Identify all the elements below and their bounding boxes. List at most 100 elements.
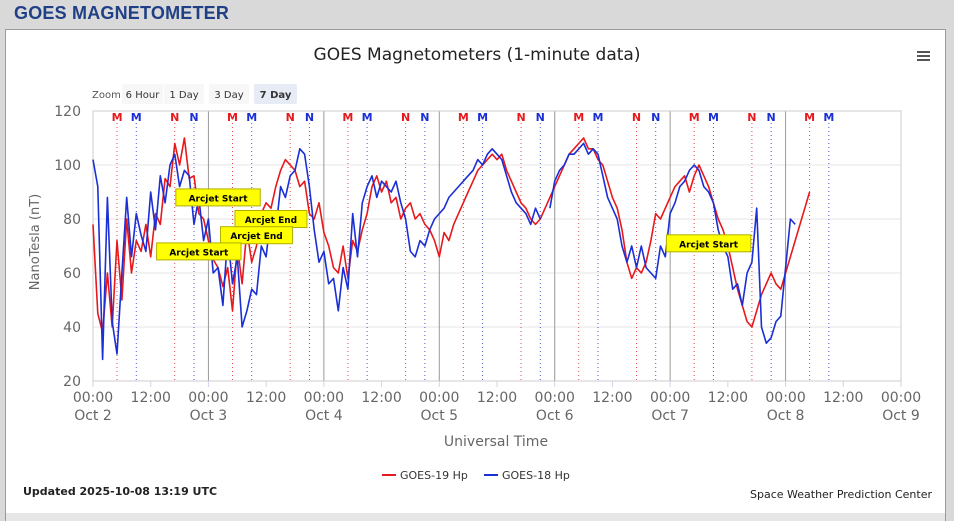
y-tick-label: 80 xyxy=(63,212,81,228)
arcjet-annotation: Arcjet Start xyxy=(156,242,242,261)
event-marker-label: N xyxy=(286,111,295,124)
arcjet-annotation-label: Arcjet Start xyxy=(679,240,739,250)
arcjet-annotation-label: Arcjet Start xyxy=(189,194,249,204)
legend-item-goes19[interactable]: GOES-19 Hp xyxy=(382,469,468,482)
arcjet-annotation-box xyxy=(156,242,242,261)
zoom-button-1-day[interactable]: 1 Day xyxy=(164,84,204,104)
x-tick-time: 00:00 xyxy=(535,390,575,406)
x-axis-title: Universal Time xyxy=(444,434,548,450)
x-tick-time: 00:00 xyxy=(765,390,805,406)
x-tick-time: 00:00 xyxy=(419,390,459,406)
zoom-button-label: 7 Day xyxy=(260,90,292,101)
x-tick-day: Oct 5 xyxy=(420,408,458,424)
zoom-button-7-day[interactable]: 7 Day xyxy=(254,84,297,104)
event-marker-label: N xyxy=(536,111,545,124)
x-tick-time: 00:00 xyxy=(73,390,113,406)
arcjet-annotation-label: Arcjet End xyxy=(245,216,297,226)
zoom-label: Zoom xyxy=(92,90,121,101)
arcjet-annotation: Arcjet Start xyxy=(665,234,752,253)
hamburger-menu-icon[interactable] xyxy=(915,49,933,65)
x-tick-day: Oct 9 xyxy=(882,408,920,424)
x-tick-day: Oct 8 xyxy=(767,408,805,424)
y-tick-label: 120 xyxy=(54,104,81,120)
event-marker-label: M xyxy=(227,111,238,124)
zoom-button-label: 3 Day xyxy=(214,90,243,101)
event-marker-label: M xyxy=(246,111,257,124)
x-tick-time: 00:00 xyxy=(881,390,921,406)
event-marker-label: M xyxy=(362,111,373,124)
legend-label: GOES-18 Hp xyxy=(502,469,570,482)
x-tick-time: 12:00 xyxy=(592,390,632,406)
y-tick-label: 20 xyxy=(63,374,81,390)
x-tick-day: Oct 2 xyxy=(74,408,112,424)
event-marker-label: M xyxy=(131,111,142,124)
event-marker-label: M xyxy=(823,111,834,124)
event-marker-label: N xyxy=(516,111,525,124)
zoom-button-bg xyxy=(254,84,297,104)
event-marker-label: M xyxy=(112,111,123,124)
grid xyxy=(92,110,902,382)
event-marker-label: M xyxy=(689,111,700,124)
arcjet-annotation-box xyxy=(220,226,294,245)
y-tick-label: 60 xyxy=(63,266,81,282)
x-tick-time: 00:00 xyxy=(650,390,690,406)
y-tick-label: 100 xyxy=(54,158,81,174)
x-tick-day: Oct 6 xyxy=(536,408,574,424)
event-marker-label: M xyxy=(573,111,584,124)
x-tick-time: 12:00 xyxy=(708,390,748,406)
x-tick-time: 12:00 xyxy=(477,390,517,406)
page-title: GOES MAGNETOMETER xyxy=(14,3,230,23)
x-tick-time: 12:00 xyxy=(823,390,863,406)
x-tick-time: 12:00 xyxy=(361,390,401,406)
event-marker-label: N xyxy=(767,111,776,124)
updated-text: Updated 2025-10-08 13:19 UTC xyxy=(23,485,217,498)
x-tick-time: 00:00 xyxy=(304,390,344,406)
zoom-button-label: 6 Hour xyxy=(126,90,161,101)
zoom-button-label: 1 Day xyxy=(169,90,198,101)
event-marker-label: N xyxy=(305,111,314,124)
event-marker-label: N xyxy=(170,111,179,124)
event-marker-label: N xyxy=(420,111,429,124)
axes: 20 40 60 80 100 120 00:00 Oct 2 12:00 00:00 Oct 3 1… xyxy=(54,104,921,424)
magnetometer-chart: GOES Magnetometers (1-minute data) Zoom 6… xyxy=(23,45,933,501)
legend-item-goes18[interactable]: GOES-18 Hp xyxy=(484,469,570,482)
event-marker-label: M xyxy=(593,111,604,124)
event-marker-label: M xyxy=(458,111,469,124)
x-tick-time: 00:00 xyxy=(188,390,228,406)
y-axis-title: NanoTesla (nT) xyxy=(28,194,43,290)
x-tick-day: Oct 7 xyxy=(651,408,689,424)
x-tick-day: Oct 4 xyxy=(305,408,343,424)
arcjet-annotation: Arcjet Start xyxy=(175,188,261,207)
event-marker-label: N xyxy=(747,111,756,124)
event-marker-label: M xyxy=(342,111,353,124)
chart-title: GOES Magnetometers (1-minute data) xyxy=(314,45,641,65)
credit-text: Space Weather Prediction Center xyxy=(750,488,932,501)
zoom-controls: Zoom 6 Hour 1 Day 3 Day 7 Day xyxy=(92,84,297,104)
zoom-button-bg xyxy=(164,84,204,104)
legend: GOES-19 Hp GOES-18 Hp xyxy=(382,469,570,482)
legend-label: GOES-19 Hp xyxy=(400,469,468,482)
bottom-strip xyxy=(5,513,946,521)
x-tick-time: 12:00 xyxy=(246,390,286,406)
arcjet-annotation-box xyxy=(175,188,261,207)
zoom-button-3-day[interactable]: 3 Day xyxy=(209,84,249,104)
arcjet-annotation: Arcjet End xyxy=(220,226,294,245)
arcjet-annotation-label: Arcjet Start xyxy=(169,248,229,258)
event-marker-label: M xyxy=(708,111,719,124)
series-line-goes18 xyxy=(92,142,796,361)
event-marker-label: N xyxy=(401,111,410,124)
page-header: GOES MAGNETOMETER xyxy=(0,0,954,28)
zoom-button-bg xyxy=(209,84,249,104)
zoom-button-bg xyxy=(122,84,163,104)
chart-panel: GOES Magnetometers (1-minute data) Zoom 6… xyxy=(5,29,946,515)
arcjet-annotation-box xyxy=(665,234,752,253)
event-marker-label: N xyxy=(632,111,641,124)
x-tick-day: Oct 3 xyxy=(190,408,228,424)
event-marker-label: N xyxy=(651,111,660,124)
arcjet-annotation: Arcjet End xyxy=(234,210,308,228)
x-tick-time: 12:00 xyxy=(131,390,171,406)
y-tick-label: 40 xyxy=(63,320,81,336)
zoom-button-6-hour[interactable]: 6 Hour xyxy=(122,84,163,104)
event-marker-label: M xyxy=(477,111,488,124)
